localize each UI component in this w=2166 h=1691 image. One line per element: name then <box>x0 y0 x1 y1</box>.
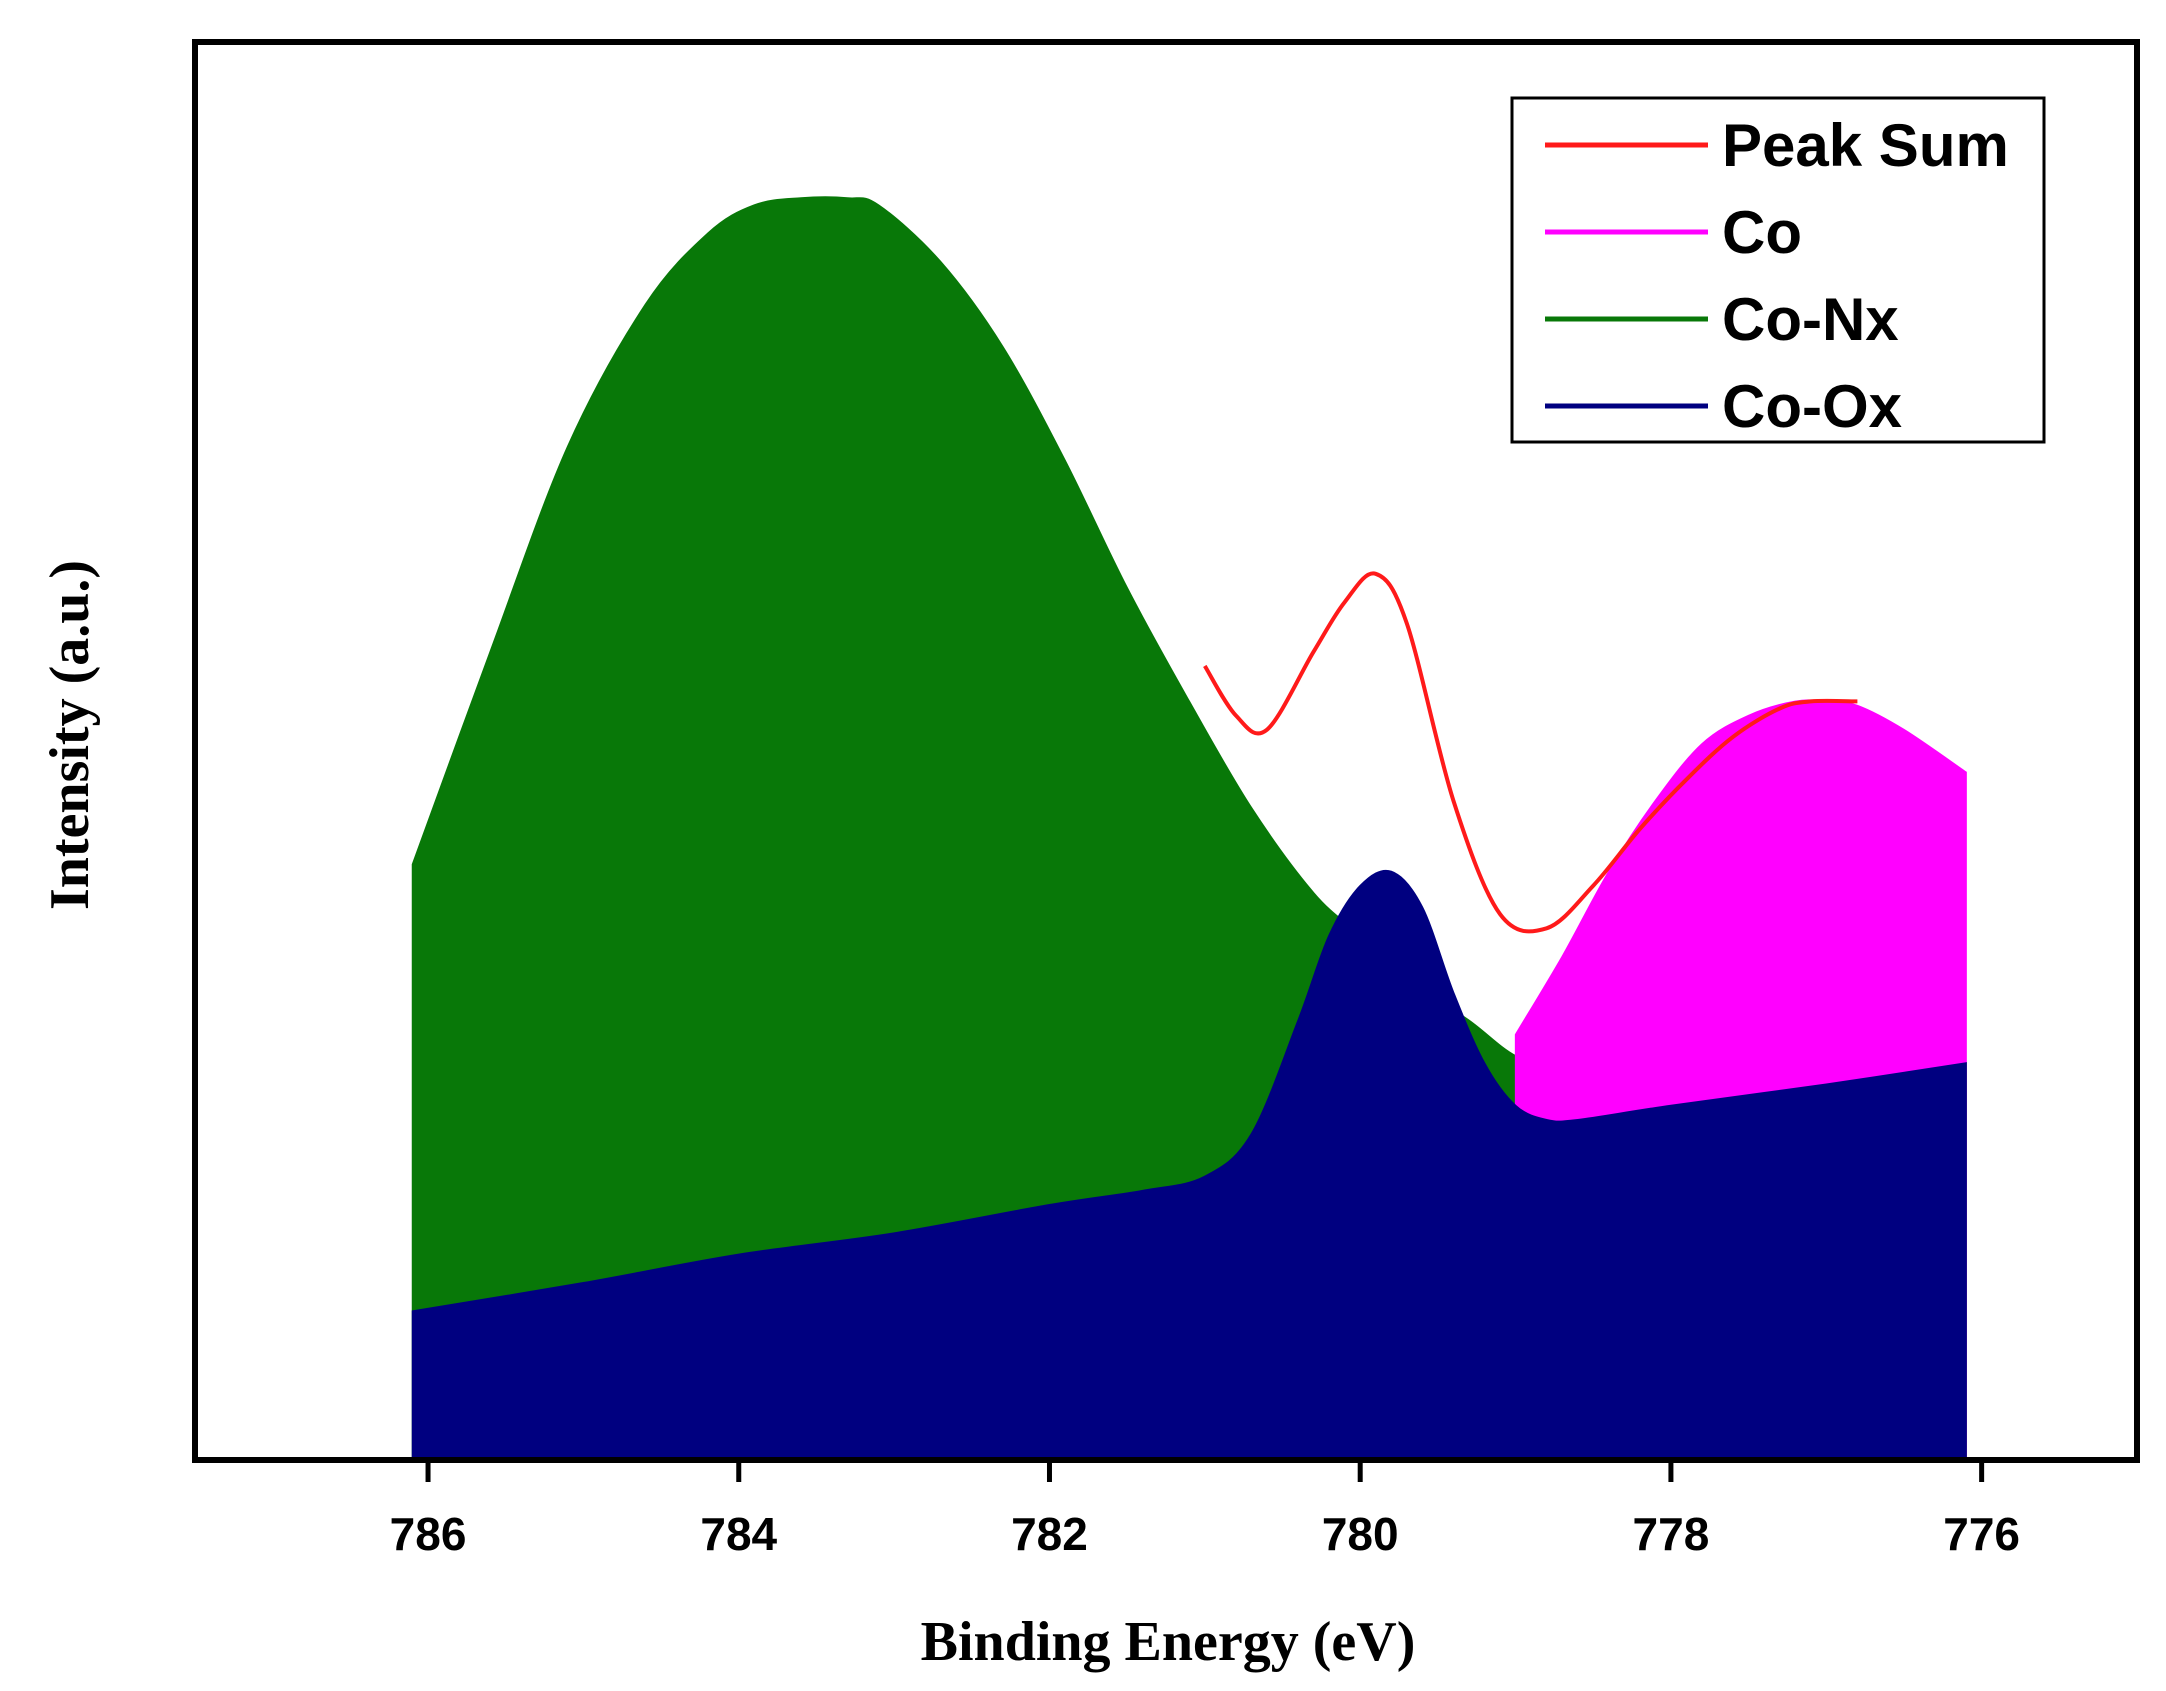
x-tick-label-784: 784 <box>700 1508 777 1560</box>
x-tick-label-778: 778 <box>1633 1508 1710 1560</box>
x-tick-label-780: 780 <box>1322 1508 1399 1560</box>
x-axis: 786 784 782 780 778 776 <box>390 1460 2020 1560</box>
x-tick-label-782: 782 <box>1011 1508 1088 1560</box>
legend: Peak Sum Co Co-Nx Co-Ox <box>1510 96 2046 444</box>
legend-label-co: Co <box>1722 199 1802 266</box>
legend-box <box>1510 96 2046 444</box>
x-tick-label-776: 776 <box>1943 1508 2020 1560</box>
x-tick-label-786: 786 <box>390 1508 467 1560</box>
legend-label-co-ox: Co-Ox <box>1722 373 1902 440</box>
plot-frame <box>192 39 2140 1463</box>
legend-label-peak-sum: Peak Sum <box>1722 112 2009 179</box>
legend-label-co-nx: Co-Nx <box>1722 286 1899 353</box>
series-co-ox-area <box>411 869 1967 1461</box>
series-layer <box>411 196 1967 1461</box>
x-axis-title: Binding Energy (eV) <box>921 1611 1416 1673</box>
y-axis-title: Intensity (a.u.) <box>39 560 101 910</box>
series-peak-sum-line <box>1203 571 1858 934</box>
